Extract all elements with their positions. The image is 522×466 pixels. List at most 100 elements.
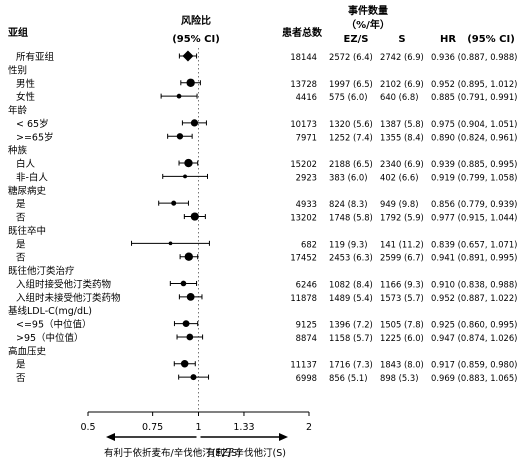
subgroup-label: 女性 [16, 91, 36, 103]
subgroup-label: 入组时接受他汀类药物 [16, 278, 112, 290]
ezs-cell: 1396 (7.2) [329, 320, 373, 330]
x-tick-label: 0.75 [142, 422, 163, 433]
header-hr-ci: (95% CI) [467, 34, 515, 45]
ezs-cell: 2188 (6.5) [329, 159, 373, 169]
hr-point [190, 119, 199, 127]
total-cell: 4933 [296, 199, 317, 209]
s-cell: 949 (9.8) [380, 199, 419, 209]
s-cell: 402 (6.6) [380, 172, 419, 182]
hr-point [176, 93, 182, 99]
total-cell: 17452 [290, 253, 317, 263]
table-row: 所有亚组 18144 2572 (6.4) 2742 (6.9) 0.936 (0.88… [16, 50, 517, 63]
ezs-cell: 1748 (5.8) [329, 213, 373, 223]
header-events-line1: 事件数量 [348, 4, 388, 17]
ezs-cell: 1716 (7.3) [329, 360, 373, 370]
category-label: 种族 [8, 145, 28, 157]
category-label: 既往卒中 [8, 225, 46, 237]
header-total: 患者总数 [282, 26, 323, 39]
table-row: 性别 [8, 64, 27, 76]
x-tick-label: 2 [306, 422, 312, 433]
total-cell: 2923 [296, 172, 317, 182]
total-cell: 13202 [290, 213, 317, 223]
table-row: 是 11137 1716 (7.3) 1843 (8.0) 0.917 (0.859, … [16, 360, 517, 371]
hr-point [180, 359, 189, 368]
subgroup-label: 是 [16, 199, 26, 210]
hr-point [184, 158, 193, 168]
hr-point [183, 174, 187, 179]
subgroup-label: 男性 [16, 78, 36, 90]
hr-cell: 0.952 (0.887, 1.022) [431, 293, 517, 303]
favors-right-label: 有利于辛伐他汀(S) [206, 447, 286, 459]
table-row: <=95（中位值） 9125 1396 (7.2) 1505 (7.8) 0.925 (… [16, 319, 517, 331]
s-cell: 2742 (6.9) [380, 52, 424, 62]
table-row: 否 6998 856 (5.1) 898 (5.3) 0.969 (0.883, 1.0… [16, 373, 517, 384]
total-cell: 13728 [290, 79, 317, 89]
ezs-cell: 1252 (7.4) [329, 132, 373, 142]
favors-left-arrowhead [106, 433, 115, 441]
subgroup-label: 是 [16, 360, 26, 371]
subgroup-label: 是 [16, 239, 26, 250]
hr-point [176, 133, 184, 140]
subgroup-label: >=65岁 [16, 131, 54, 143]
subgroup-label: 否 [16, 213, 26, 224]
table-row: 年龄 [8, 105, 28, 117]
hr-cell: 0.941 (0.891, 0.995) [431, 253, 517, 263]
hr-cell: 0.977 (0.915, 1.044) [431, 213, 517, 223]
hr-point [190, 212, 199, 221]
hr-point [184, 252, 194, 261]
table-row: >95（中位值） 8874 1158 (5.7) 1225 (6.0) 0.947 (0… [16, 332, 517, 344]
table-row: 非-白人 2923 383 (6.0) 402 (6.6) 0.919 (0.799, … [16, 171, 517, 183]
hr-cell: 0.890 (0.824, 0.961) [431, 132, 517, 142]
table-row: 糖尿病史 [8, 185, 47, 197]
x-tick-label: 1.33 [233, 422, 254, 433]
table-row: 否 17452 2453 (6.3) 2599 (6.7) 0.941 (0.891, … [16, 252, 517, 264]
s-cell: 1166 (9.3) [380, 279, 424, 289]
subgroup-label: 非-白人 [16, 171, 48, 183]
hr-point [186, 292, 195, 301]
x-tick-label: 0.5 [80, 422, 95, 433]
category-label: 基线LDL-C(mg/dL) [8, 305, 92, 317]
favors-right-arrowhead [279, 433, 288, 441]
total-cell: 4416 [296, 92, 317, 102]
hr-point [186, 333, 194, 341]
table-row: 男性 13728 1997 (6.5) 2102 (6.9) 0.952 (0.895,… [16, 78, 517, 90]
favors-left-label: 有利于依折麦布/辛伐他汀(EZ/S) [104, 447, 241, 459]
subgroup-label: < 65岁 [16, 118, 49, 130]
hr-cell: 0.952 (0.895, 1.012) [431, 79, 517, 89]
total-cell: 682 [301, 239, 317, 249]
s-cell: 898 (5.3) [380, 373, 419, 383]
table-row: 女性 4416 575 (6.0) 640 (6.8) 0.885 (0.791, 0.… [16, 91, 517, 103]
table-row: 基线LDL-C(mg/dL) [8, 305, 92, 317]
s-cell: 1387 (5.8) [380, 119, 424, 129]
ezs-cell: 1320 (5.6) [329, 119, 373, 129]
category-label: 年龄 [8, 105, 28, 117]
table-row: 否 13202 1748 (5.8) 1792 (5.9) 0.977 (0.915, … [16, 212, 517, 224]
table-row: >=65岁 7971 1252 (7.4) 1355 (8.4) 0.890 (0.82… [16, 131, 517, 143]
subgroup-label: 否 [16, 373, 26, 384]
hr-cell: 0.969 (0.883, 1.065) [431, 373, 517, 383]
hr-cell: 0.885 (0.791, 0.991) [431, 92, 517, 102]
total-cell: 9125 [296, 320, 317, 330]
ezs-cell: 1082 (8.4) [329, 279, 373, 289]
hr-point [182, 320, 190, 328]
table-row: 既往他汀类治疗 [8, 265, 75, 277]
s-cell: 1225 (6.0) [380, 333, 424, 343]
hr-point [186, 78, 195, 87]
hr-point [180, 280, 187, 287]
subgroup-label: 白人 [16, 158, 36, 170]
table-row: 是 4933 824 (8.3) 949 (9.8) 0.856 (0.779, 0.9… [16, 199, 517, 210]
subgroup-label: <=95（中位值） [16, 319, 92, 331]
hr-cell: 0.975 (0.904, 1.051) [431, 119, 517, 129]
table-row: 白人 15202 2188 (6.5) 2340 (6.9) 0.939 (0.885,… [16, 158, 517, 170]
ezs-cell: 1158 (5.7) [329, 333, 373, 343]
hr-cell: 0.936 (0.887, 0.988) [431, 52, 517, 62]
hr-cell: 0.947 (0.874, 1.026) [431, 333, 517, 343]
overall-diamond [182, 50, 194, 62]
header-events-line2: （%/年） [346, 18, 390, 31]
subgroup-label: 所有亚组 [16, 51, 55, 63]
s-cell: 2599 (6.7) [380, 253, 424, 263]
total-cell: 18144 [290, 52, 317, 62]
favors-annotations: 有利于依折麦布/辛伐他汀(EZ/S)有利于辛伐他汀(S) [104, 433, 288, 459]
ezs-cell: 575 (6.0) [329, 92, 368, 102]
